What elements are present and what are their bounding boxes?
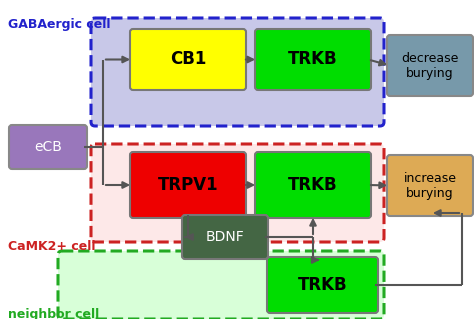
FancyBboxPatch shape: [255, 152, 371, 218]
Text: TRKB: TRKB: [288, 50, 338, 69]
FancyBboxPatch shape: [130, 152, 246, 218]
Text: CaMK2+ cell: CaMK2+ cell: [8, 240, 95, 253]
FancyBboxPatch shape: [182, 215, 268, 259]
Text: decrease
burying: decrease burying: [401, 51, 459, 79]
Text: TRPV1: TRPV1: [158, 176, 219, 194]
FancyBboxPatch shape: [91, 144, 384, 242]
Text: GABAergic cell: GABAergic cell: [8, 18, 110, 31]
FancyBboxPatch shape: [91, 18, 384, 126]
FancyBboxPatch shape: [387, 35, 473, 96]
FancyBboxPatch shape: [130, 29, 246, 90]
Text: CB1: CB1: [170, 50, 206, 69]
Text: neighbor cell: neighbor cell: [8, 308, 99, 319]
FancyBboxPatch shape: [387, 155, 473, 216]
FancyBboxPatch shape: [267, 257, 378, 313]
FancyBboxPatch shape: [58, 251, 384, 319]
Text: BDNF: BDNF: [206, 230, 245, 244]
Text: increase
burying: increase burying: [403, 172, 456, 199]
Text: TRKB: TRKB: [288, 176, 338, 194]
FancyBboxPatch shape: [255, 29, 371, 90]
FancyBboxPatch shape: [9, 125, 87, 169]
Text: eCB: eCB: [34, 140, 62, 154]
Text: TRKB: TRKB: [298, 276, 347, 294]
